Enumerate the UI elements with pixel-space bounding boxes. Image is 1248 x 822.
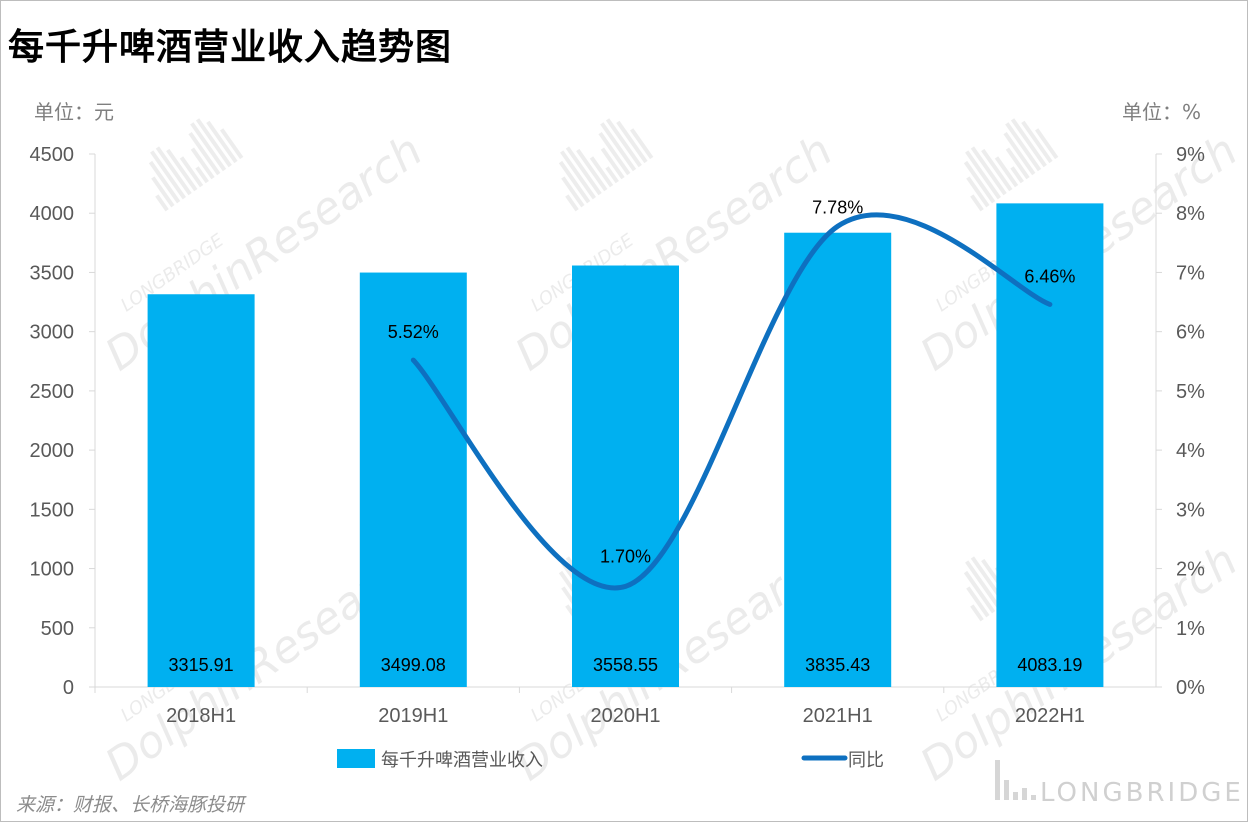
- y-left-tick-label: 2500: [30, 381, 75, 403]
- y-left-tick-label: 1500: [30, 499, 75, 521]
- brand-logo-icon: [995, 760, 1000, 800]
- bar-value-label: 3835.43: [805, 655, 870, 675]
- y-left-tick-label: 0: [63, 677, 74, 699]
- brand-logo-icon: [1031, 795, 1036, 800]
- y-right-tick-label: 6%: [1176, 322, 1205, 344]
- bar: [572, 265, 679, 687]
- x-tick-label: 2019H1: [378, 705, 448, 727]
- chart-title: 每千升啤酒营业收入趋势图: [8, 27, 453, 68]
- brand-logo-icon: [1013, 792, 1018, 800]
- source-note: 来源：财报、长桥海豚投研: [16, 794, 245, 816]
- x-tick-label: 2022H1: [1015, 705, 1085, 727]
- y-right-tick-label: 8%: [1176, 203, 1205, 225]
- brand-logo-icon: [1004, 780, 1009, 800]
- y-right-tick-label: 9%: [1176, 144, 1205, 166]
- right-axis-unit: 单位：%: [1122, 100, 1202, 124]
- legend-line-label: 同比: [848, 750, 884, 771]
- x-tick-label: 2018H1: [166, 705, 236, 727]
- y-left-tick-label: 1000: [30, 559, 75, 581]
- legend-bar-label: 每千升啤酒营业收入: [381, 750, 543, 771]
- y-left-tick-label: 4000: [30, 203, 75, 225]
- left-axis-unit: 单位：元: [34, 100, 114, 124]
- line-value-label: 7.78%: [812, 197, 863, 217]
- legend-bar-swatch: [337, 749, 375, 768]
- y-right-tick-label: 2%: [1176, 559, 1205, 581]
- bar-value-label: 3499.08: [381, 655, 446, 675]
- bar: [784, 232, 892, 687]
- y-right-tick-label: 3%: [1176, 499, 1205, 521]
- bar: [147, 294, 255, 687]
- yoy-line: [410, 212, 1053, 591]
- y-left-tick-label: 2000: [30, 440, 75, 462]
- y-right-tick-label: 4%: [1176, 440, 1205, 462]
- bar-value-label: 3315.91: [169, 655, 234, 675]
- bar: [359, 272, 467, 687]
- y-left-tick-label: 3000: [30, 322, 75, 344]
- x-tick-label: 2020H1: [590, 705, 660, 727]
- y-left-tick-label: 3500: [30, 262, 75, 284]
- y-right-tick-label: 0%: [1176, 677, 1205, 699]
- brand-logo-icon: [1022, 788, 1027, 800]
- y-left-tick-label: 4500: [30, 144, 75, 166]
- bar-value-label: 3558.55: [593, 655, 658, 675]
- line-value-label: 6.46%: [1024, 266, 1075, 286]
- y-right-tick-label: 1%: [1176, 618, 1205, 640]
- y-left-tick-label: 500: [41, 618, 74, 640]
- line-value-label: 5.52%: [388, 322, 439, 342]
- x-tick-label: 2021H1: [803, 705, 873, 727]
- y-right-tick-label: 5%: [1176, 381, 1205, 403]
- line-value-label: 1.70%: [600, 546, 651, 566]
- brand-watermark-text: LONGBRIDGE: [1040, 778, 1244, 808]
- bar-value-label: 4083.19: [1017, 655, 1082, 675]
- y-right-tick-label: 7%: [1176, 262, 1205, 284]
